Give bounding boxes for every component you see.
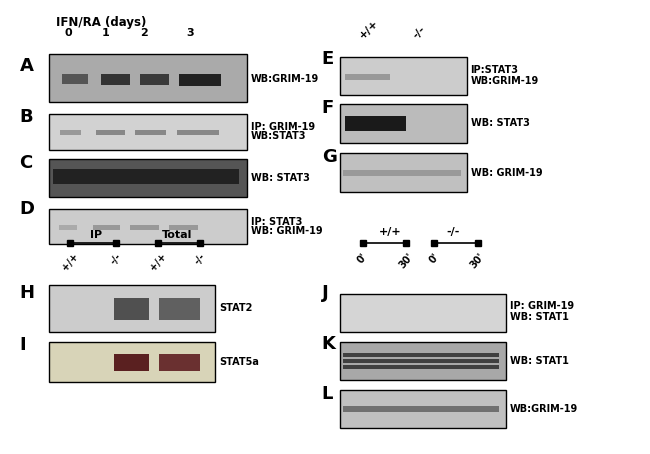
Text: STAT5a: STAT5a [220,357,259,367]
Text: IP: STAT3: IP: STAT3 [251,217,302,227]
Bar [58,225,77,230]
Bar [140,74,169,85]
Text: Total: Total [162,230,192,240]
Bar [340,294,506,332]
Bar [344,74,390,80]
Text: A: A [20,57,33,75]
Text: -/-: -/- [192,251,208,266]
Text: 0': 0' [356,251,370,265]
Text: IP: GRIM-19: IP: GRIM-19 [251,122,315,132]
Text: B: B [20,108,33,126]
Text: IP: IP [90,230,102,240]
Text: H: H [20,284,34,302]
Bar [101,74,130,85]
Bar [60,130,81,135]
Bar [343,353,499,357]
Text: 1: 1 [102,28,110,38]
Bar [169,225,198,230]
Bar [49,114,247,150]
Bar [49,209,247,244]
Bar [130,225,159,230]
Text: WB: STAT3: WB: STAT3 [251,173,310,183]
Text: IFN/RA (days): IFN/RA (days) [55,16,146,29]
Bar [114,298,150,320]
Bar [343,365,499,369]
Text: L: L [322,385,333,403]
Bar [93,225,120,230]
Text: 0: 0 [64,28,72,38]
Text: WB: STAT1: WB: STAT1 [510,356,569,366]
Bar [53,169,239,184]
Text: WB:STAT3: WB:STAT3 [251,131,306,141]
Text: D: D [20,200,34,218]
Bar [343,406,499,412]
Text: 3: 3 [186,28,194,38]
Bar [344,116,406,131]
Text: F: F [322,99,334,117]
Bar [49,54,247,102]
Text: 0': 0' [427,251,441,265]
Bar [49,342,214,382]
Text: WB: STAT1: WB: STAT1 [510,312,569,322]
Bar [49,159,247,197]
Bar [340,390,506,428]
Text: WB:GRIM-19: WB:GRIM-19 [471,76,539,86]
Text: J: J [322,284,328,302]
Text: K: K [322,335,335,353]
Text: 30': 30' [469,251,487,270]
Text: +/+: +/+ [148,251,168,272]
Text: C: C [20,153,32,172]
Bar [340,104,467,143]
Bar [135,130,166,135]
Bar [343,359,499,363]
Bar [340,153,467,192]
Bar [49,285,214,332]
Text: -/-: -/- [447,227,460,237]
Bar [62,74,88,84]
Text: IP: GRIM-19: IP: GRIM-19 [510,301,574,311]
Text: WB: STAT3: WB: STAT3 [471,118,530,128]
Bar [340,342,506,380]
Text: WB:GRIM-19: WB:GRIM-19 [251,74,319,84]
Bar [159,354,200,371]
Text: +/+: +/+ [380,227,402,237]
Bar [177,130,219,135]
Text: G: G [322,148,337,166]
Text: -/-: -/- [108,251,124,266]
Text: +/+: +/+ [357,18,380,41]
Text: STAT2: STAT2 [220,303,253,313]
Text: IP:STAT3: IP:STAT3 [471,65,519,75]
Bar [114,354,150,371]
Text: +/+: +/+ [60,251,81,272]
Text: WB: GRIM-19: WB: GRIM-19 [471,168,542,178]
Text: 30': 30' [397,251,415,270]
Text: WB:GRIM-19: WB:GRIM-19 [510,404,578,414]
Text: -/-: -/- [411,25,428,41]
Text: WB: GRIM-19: WB: GRIM-19 [251,226,322,236]
Bar [159,298,200,320]
Bar [343,170,461,176]
Bar [340,57,467,95]
Text: I: I [20,336,26,354]
Bar [96,130,125,135]
Bar [179,74,221,86]
Text: E: E [322,50,334,68]
Text: 2: 2 [140,28,148,38]
